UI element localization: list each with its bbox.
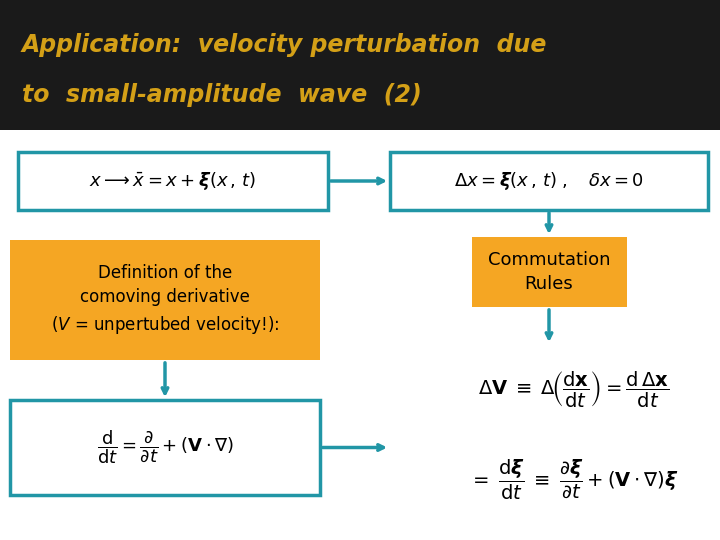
Bar (10, 240, 320, 360)
Text: $\dfrac{\mathrm{d}}{\mathrm{d}t} = \dfrac{\partial}{\partial t} + (\mathbf{V} \c: $\dfrac{\mathrm{d}}{\mathrm{d}t} = \dfra… (96, 429, 233, 467)
Text: Commutation
Rules: Commutation Rules (487, 251, 611, 293)
Bar (390, 152, 708, 210)
Text: $\Delta \mathbf{V} \;\equiv\; \Delta\!\left(\dfrac{\mathrm{d}\mathbf{x}}{\mathrm: $\Delta \mathbf{V} \;\equiv\; \Delta\!\l… (478, 370, 670, 410)
Bar (10, 400, 320, 495)
Text: $\Delta x = \boldsymbol{\xi}(x\,,\, t)\;,\quad \delta x = 0$: $\Delta x = \boldsymbol{\xi}(x\,,\, t)\;… (454, 170, 644, 192)
Bar (0, 0, 720, 130)
Bar (18, 152, 328, 210)
Bar (472, 237, 626, 307)
Text: $x \longrightarrow \bar{x} = x + \boldsymbol{\xi}(x\,,\, t)$: $x \longrightarrow \bar{x} = x + \boldsy… (89, 170, 256, 192)
Text: Application:  velocity perturbation  due: Application: velocity perturbation due (22, 33, 547, 57)
Text: to  small-amplitude  wave  (2): to small-amplitude wave (2) (22, 83, 422, 107)
Text: Definition of the
comoving derivative
($V$ = unpertubed velocity!):: Definition of the comoving derivative ($… (50, 264, 279, 336)
Text: $= \;\dfrac{\mathrm{d}\boldsymbol{\xi}}{\mathrm{d}t} \;\equiv\; \dfrac{\partial\: $= \;\dfrac{\mathrm{d}\boldsymbol{\xi}}{… (469, 458, 679, 502)
